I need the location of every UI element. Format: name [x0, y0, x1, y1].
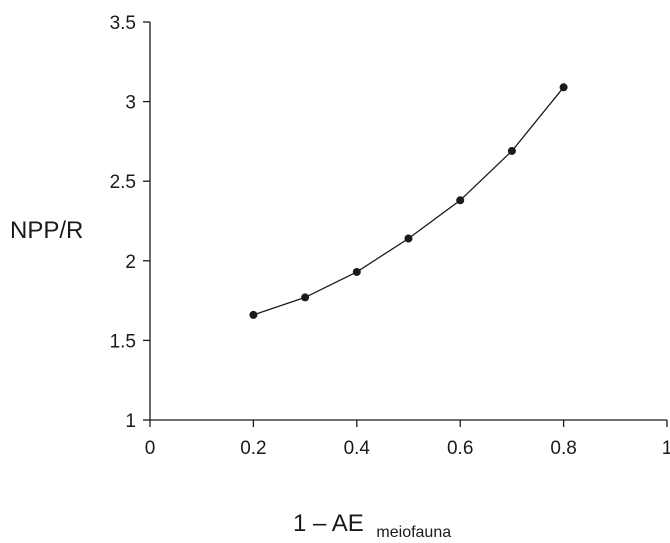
y-tick-label: 2	[125, 252, 136, 273]
x-tick-label: 1	[662, 438, 670, 459]
y-tick-label: 1	[125, 411, 136, 432]
data-point	[352, 267, 361, 276]
chart-ticks: 1 1.5 2 2.5 3 3.5 0 0.2 0.4 0.6 0.8 1	[110, 13, 670, 459]
y-tick-label: 3	[125, 93, 136, 114]
data-point	[559, 83, 568, 92]
data-point	[301, 293, 310, 302]
x-axis-title-main: 1 – AE	[293, 510, 364, 537]
data-point	[507, 146, 516, 155]
y-axis-title: NPP/R	[10, 217, 83, 244]
y-tick-label: 1.5	[110, 331, 136, 352]
x-tick-label: 0.8	[550, 438, 576, 459]
x-tick-label: 0.2	[240, 438, 266, 459]
series-line	[253, 86, 565, 316]
x-axis-title-subscript: meiofauna	[376, 524, 451, 541]
data-point	[456, 196, 465, 205]
y-tick-label: 3.5	[110, 13, 136, 34]
chart-series	[249, 83, 568, 319]
x-tick-label: 0.4	[344, 438, 371, 459]
x-tick-label: 0.6	[447, 438, 473, 459]
data-point	[404, 234, 413, 243]
chart-axes	[149, 22, 667, 421]
y-tick-label: 2.5	[110, 172, 136, 193]
x-axis-title: 1 – AE meiofauna	[293, 510, 451, 541]
x-tick-label: 0	[145, 438, 156, 459]
data-point	[249, 310, 258, 319]
